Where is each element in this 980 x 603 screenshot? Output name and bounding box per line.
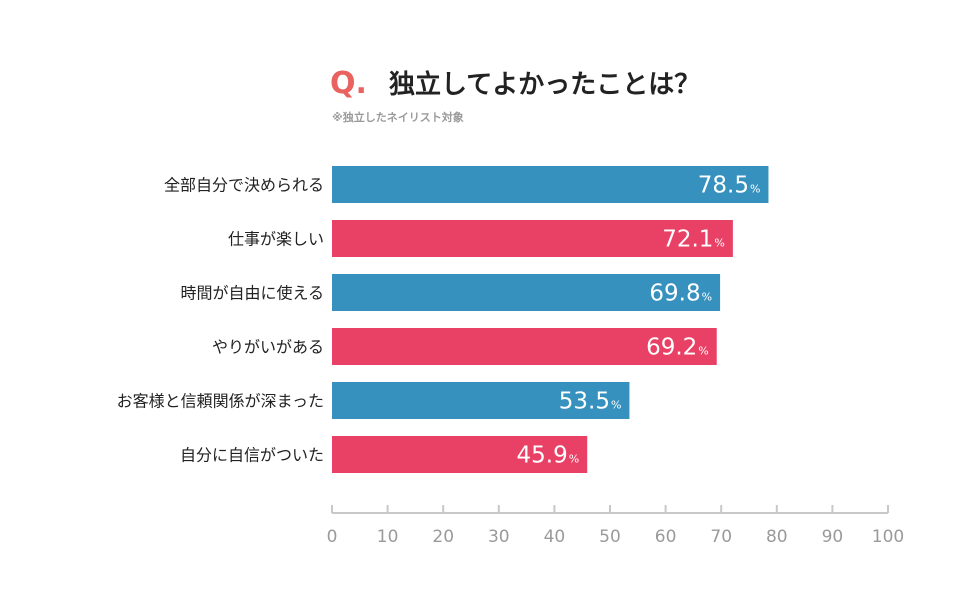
tick-label: 60 [655, 527, 677, 547]
tick-label: 70 [710, 527, 732, 547]
bar [332, 274, 721, 311]
category-label: 全部自分で決められる [164, 176, 324, 195]
value-number: 69.2 [646, 335, 697, 361]
tick-label: 50 [599, 527, 621, 547]
tick-label: 10 [377, 527, 399, 547]
chart-title: 独立してよかったことは？ [389, 69, 700, 100]
category-label: 自分に自信がついた [180, 446, 324, 465]
tick-label: 40 [544, 527, 566, 547]
value-unit: % [569, 453, 579, 466]
value-number: 53.5 [559, 389, 610, 415]
value-number: 72.1 [662, 227, 713, 253]
category-label: 時間が自由に使える [180, 284, 324, 303]
tick-label: 20 [432, 527, 454, 547]
value-unit: % [611, 399, 621, 412]
bar [332, 382, 630, 419]
tick-label: 90 [822, 527, 844, 547]
value-label: 72.1% [662, 227, 725, 253]
bars-group: 全部自分で決められる 78.5% 仕事が楽しい 72.1% 時間が自由に使える 69.8%… [117, 166, 769, 473]
value-unit: % [702, 291, 712, 304]
category-label: お客様と信頼関係が深まった [117, 392, 324, 411]
bar [332, 328, 717, 365]
chart-subtitle: ※独立したネイリスト対象 [332, 110, 464, 124]
bar [332, 220, 733, 257]
tick-label: 80 [766, 527, 788, 547]
tick-label: 100 [872, 527, 904, 547]
chart-header: Q. 独立してよかったことは？ ※独立したネイリスト対象 [330, 66, 700, 124]
q-mark: Q. [330, 66, 367, 101]
tick-label: 0 [327, 527, 338, 547]
value-label: 69.8% [649, 281, 712, 307]
value-unit: % [698, 345, 708, 358]
value-unit: % [714, 237, 724, 250]
value-number: 45.9 [517, 443, 568, 469]
category-label: 仕事が楽しい [228, 230, 324, 249]
value-unit: % [750, 183, 760, 196]
value-label: 53.5% [559, 389, 622, 415]
value-label: 69.2% [646, 335, 709, 361]
bar [332, 436, 588, 473]
x-axis: 0 10 20 30 40 50 60 70 80 90 100 [327, 505, 904, 547]
value-number: 69.8 [649, 281, 700, 307]
tick-label: 30 [488, 527, 510, 547]
value-label: 45.9% [517, 443, 580, 469]
value-label: 78.5% [698, 173, 761, 199]
bar [332, 166, 769, 203]
value-number: 78.5 [698, 173, 749, 199]
category-label: やりがいがある [212, 338, 324, 357]
